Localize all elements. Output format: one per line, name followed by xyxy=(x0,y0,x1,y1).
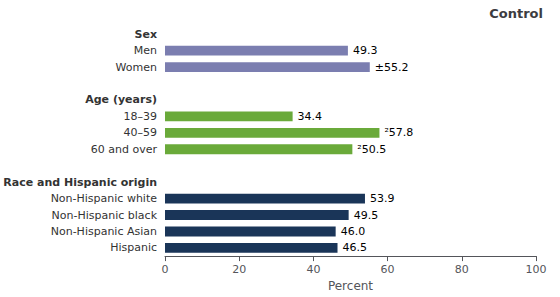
svg-text:60: 60 xyxy=(381,263,395,276)
svg-text:20: 20 xyxy=(232,263,246,276)
svg-text:34.4: 34.4 xyxy=(298,110,323,123)
svg-text:40–59: 40–59 xyxy=(124,126,158,139)
svg-text:±55.2: ±55.2 xyxy=(375,61,409,74)
svg-text:Race and Hispanic origin: Race and Hispanic origin xyxy=(3,176,157,189)
svg-text:²50.5: ²50.5 xyxy=(357,143,386,156)
svg-text:Percent: Percent xyxy=(328,279,373,293)
svg-text:Control: Control xyxy=(489,6,543,21)
svg-text:49.3: 49.3 xyxy=(353,44,378,57)
svg-text:Men: Men xyxy=(134,44,157,57)
svg-text:0: 0 xyxy=(162,263,169,276)
svg-text:40: 40 xyxy=(306,263,320,276)
svg-text:Age (years): Age (years) xyxy=(85,93,157,106)
svg-text:Women: Women xyxy=(116,61,157,74)
svg-text:Hispanic: Hispanic xyxy=(110,241,157,254)
svg-text:²57.8: ²57.8 xyxy=(384,126,413,139)
svg-text:Non-Hispanic Asian: Non-Hispanic Asian xyxy=(51,225,157,238)
svg-text:80: 80 xyxy=(455,263,469,276)
svg-text:46.0: 46.0 xyxy=(341,225,366,238)
svg-text:Sex: Sex xyxy=(135,28,157,41)
svg-text:Non-Hispanic white: Non-Hispanic white xyxy=(51,192,158,205)
svg-text:49.5: 49.5 xyxy=(354,209,379,222)
svg-text:18–39: 18–39 xyxy=(124,110,158,123)
svg-text:53.9: 53.9 xyxy=(370,192,395,205)
svg-text:Non-Hispanic black: Non-Hispanic black xyxy=(52,209,158,222)
svg-text:60 and over: 60 and over xyxy=(91,143,158,156)
svg-text:46.5: 46.5 xyxy=(343,241,368,254)
svg-text:100: 100 xyxy=(526,263,547,276)
